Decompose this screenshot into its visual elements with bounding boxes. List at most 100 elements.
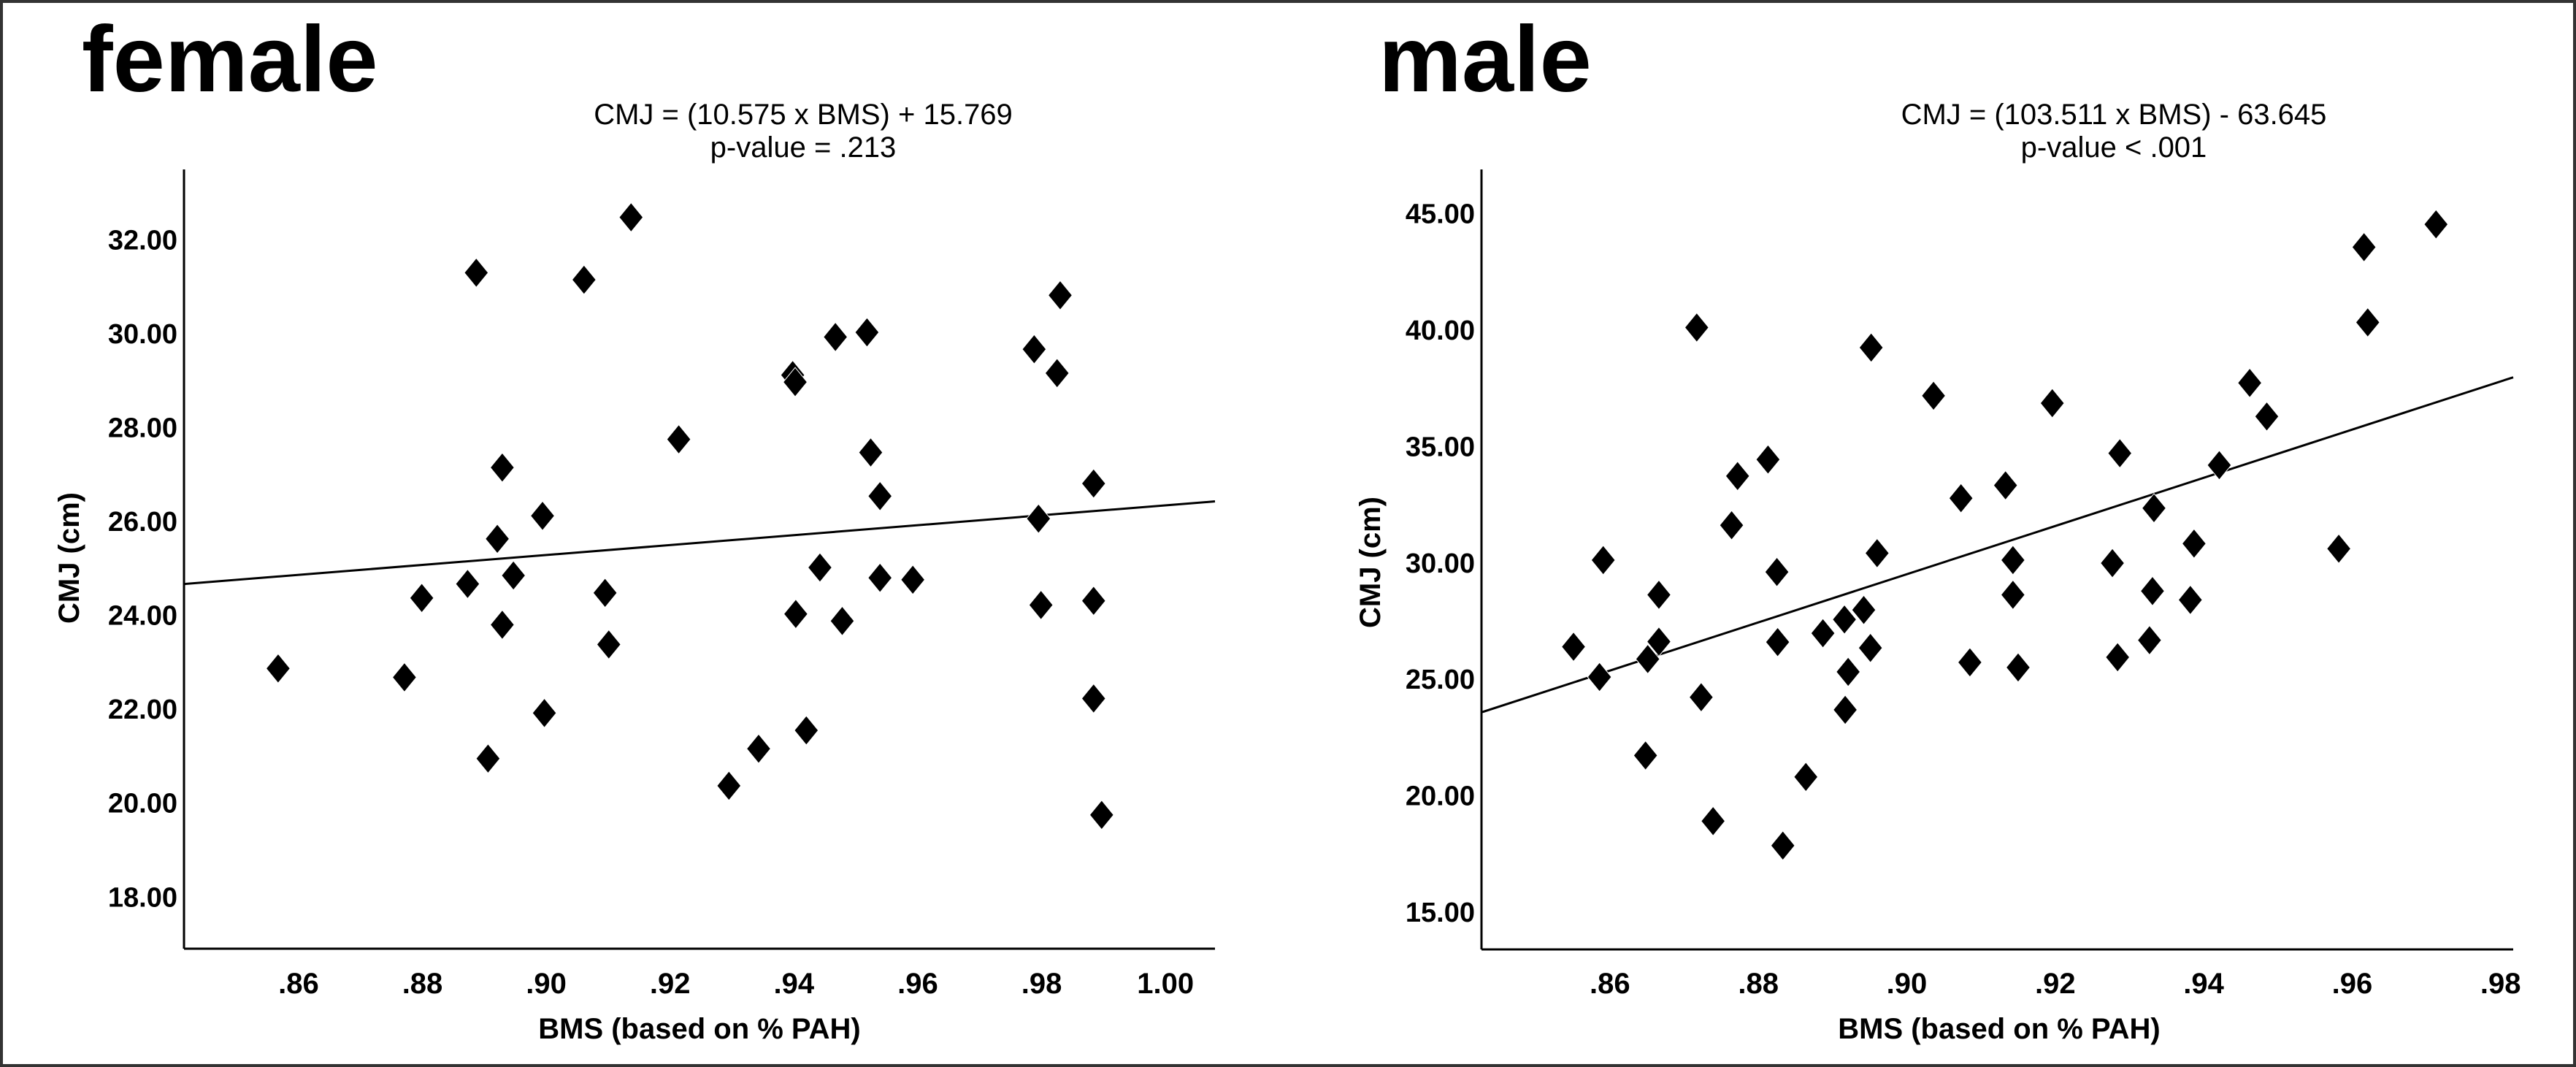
male-data-point <box>1836 657 1861 687</box>
female-y-tick-label: 24.00 <box>108 601 177 632</box>
female-y-tick-label: 30.00 <box>108 319 177 350</box>
female-data-point <box>1047 280 1073 311</box>
male-data-point <box>1993 470 2018 501</box>
male-data-point <box>1561 631 1587 662</box>
male-data-point <box>1701 806 1726 837</box>
male-x-tick-label: .96 <box>2332 968 2373 1000</box>
female-x-tick-label: .90 <box>526 968 567 1000</box>
female-panel: female CMJ = (10.575 x BMS) + 15.769 p-v… <box>53 7 1216 1045</box>
female-data-point <box>532 697 557 729</box>
female-x-tick-label: .98 <box>1021 968 1062 1000</box>
male-y-tick-label: 30.00 <box>1406 548 1475 579</box>
male-data-point <box>2423 209 2449 240</box>
male-y-tick-label: 15.00 <box>1406 898 1475 928</box>
male-data-point <box>1635 643 1660 675</box>
male-data-point <box>2139 575 2166 607</box>
female-y-tick-label: 22.00 <box>108 695 177 725</box>
male-data-point <box>1957 647 1982 678</box>
female-panel-title: female <box>82 7 378 112</box>
male-data-point <box>2105 642 2131 673</box>
male-y-tick-label: 20.00 <box>1406 781 1475 812</box>
male-data-point <box>2355 307 2380 338</box>
male-data-point <box>1684 312 1709 343</box>
male-x-tick-labels: .86 .88 .90 .92 .94 .96 .98 <box>1590 968 2521 1000</box>
male-data-point <box>2254 401 2280 432</box>
female-data-point <box>666 424 691 455</box>
female-data-point <box>489 609 515 640</box>
male-panel-title: male <box>1379 7 1592 112</box>
female-data-point <box>618 202 644 233</box>
female-data-point <box>1081 683 1106 714</box>
female-x-tick-label: .88 <box>402 968 443 1000</box>
female-data-point <box>409 583 434 613</box>
female-y-tick-label: 28.00 <box>108 413 177 444</box>
male-data-point <box>2100 548 2125 578</box>
female-data-point <box>489 452 515 483</box>
female-data-point <box>1021 334 1047 364</box>
male-data-point <box>1725 461 1750 492</box>
female-data-point <box>794 715 819 746</box>
female-regression-line <box>183 500 1216 586</box>
male-data-point <box>2326 533 2352 565</box>
female-x-tick-label: .92 <box>650 968 691 1000</box>
female-data-point <box>854 317 880 348</box>
female-data-point <box>867 481 893 512</box>
male-y-tick-labels: 15.00 20.00 25.00 30.00 35.00 40.00 45.00 <box>1406 199 1475 928</box>
male-panel: male CMJ = (103.511 x BMS) - 63.645 p-va… <box>1354 7 2521 1045</box>
female-data-point <box>745 733 772 764</box>
female-x-tick-label: .94 <box>774 968 815 1000</box>
male-data-point <box>1646 579 1672 611</box>
female-data-point <box>501 560 526 591</box>
female-data-point <box>464 257 489 288</box>
male-data-point <box>1793 761 1819 792</box>
female-y-tick-labels: 18.00 20.00 22.00 24.00 26.00 28.00 30.00 32.00 <box>108 225 177 913</box>
male-data-point <box>1719 510 1744 540</box>
female-data-point <box>782 367 808 397</box>
male-data-point <box>2351 232 2377 263</box>
male-data-point <box>1948 483 1974 513</box>
male-data-point <box>2237 367 2263 399</box>
male-data-point <box>1770 830 1795 861</box>
female-data-point <box>858 437 883 468</box>
male-data-point <box>2181 528 2207 559</box>
female-x-axis-title: BMS (based on % PAH) <box>538 1013 861 1045</box>
male-data-point <box>1633 740 1658 771</box>
female-data-point <box>592 577 618 608</box>
female-x-tick-labels: .86 .88 .90 .92 .94 .96 .98 1.00 <box>278 968 1194 1000</box>
male-data-point <box>2039 388 2065 418</box>
male-data-point <box>1755 444 1781 475</box>
male-data-point <box>1688 681 1714 713</box>
female-y-axis-title: CMJ (cm) <box>53 492 85 624</box>
female-regression-equation: CMJ = (10.575 x BMS) + 15.769 <box>594 99 1013 131</box>
male-data-point <box>1833 695 1858 725</box>
female-data-point <box>391 662 417 693</box>
male-data-point <box>2005 652 2031 683</box>
male-data-point <box>1851 594 1877 625</box>
female-data-point <box>829 605 855 637</box>
male-regression-equation: CMJ = (103.511 x BMS) - 63.645 <box>1901 99 2327 131</box>
male-data-point <box>1864 538 1890 569</box>
female-data-point <box>900 564 926 595</box>
male-data-point <box>2000 579 2025 611</box>
female-y-tick-label: 18.00 <box>108 882 177 913</box>
male-x-tick-label: .86 <box>1590 968 1630 1000</box>
female-data-point <box>1044 358 1070 389</box>
female-data-point <box>1026 503 1051 535</box>
female-data-points <box>265 202 1114 830</box>
female-data-point <box>529 500 556 532</box>
male-x-tick-label: .88 <box>1738 968 1779 1000</box>
male-p-value: p-value < .001 <box>2021 131 2207 164</box>
female-data-point <box>596 629 621 660</box>
male-data-point <box>1590 545 1616 575</box>
female-data-point <box>455 568 480 600</box>
male-y-axis-title: CMJ (cm) <box>1354 497 1387 628</box>
female-p-value: p-value = .213 <box>710 131 897 164</box>
female-x-tick-label: .86 <box>278 968 319 1000</box>
female-data-point <box>1081 468 1106 499</box>
female-x-tick-label: .96 <box>897 968 938 1000</box>
female-data-point <box>823 321 848 353</box>
female-data-point <box>485 524 510 554</box>
male-x-tick-label: .94 <box>2183 968 2224 1000</box>
